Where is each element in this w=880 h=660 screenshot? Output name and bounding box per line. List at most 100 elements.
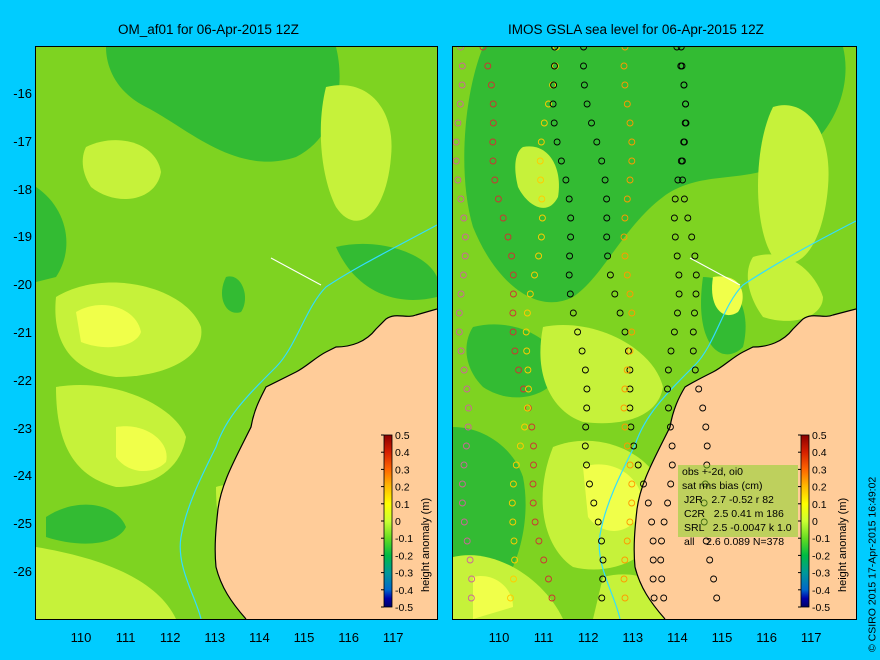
track-observation [670,328,678,336]
track-observation [691,366,699,374]
track-observation [675,290,683,298]
track-observation [628,480,636,488]
x-tick-label: 113 [622,630,644,645]
track-observation [680,81,688,89]
track-observation [695,385,703,393]
track-observation [545,575,552,583]
left-map-canvas: 0.5 0.4 0.3 0.2 0.1 0 -0.1 -0.2 -0.3 -0.4 -0.5 hei… [36,47,437,619]
track-observation [621,385,629,393]
track-observation [626,176,634,184]
track-observation [682,100,689,108]
track-observation [461,252,469,260]
track-observation [509,290,517,298]
track-observation [660,518,668,526]
track-observation [508,499,516,507]
track-observation [621,556,629,564]
track-observation [552,47,560,51]
track-observation [664,499,672,507]
x-tick-label: 117 [800,630,822,645]
track-observation [713,594,721,602]
right-land [634,309,856,619]
track-observation [660,594,668,602]
track-observation [458,62,466,70]
track-observation [664,366,672,374]
x-tick-label: 111 [533,630,554,645]
track-observation [604,252,612,260]
x-tick-label: 113 [204,630,226,645]
x-tick-label: 117 [382,630,404,645]
track-observation [626,461,634,469]
track-observation [623,271,631,279]
track-observation [650,594,658,602]
x-tick-label: 110 [488,630,510,645]
track-observation [545,100,552,108]
stats-subheading: sat rms bias (cm) [682,480,763,492]
track-observation [487,81,495,89]
track-observation [583,385,591,393]
x-tick-label: 115 [293,630,315,645]
y-tick-label: -23 [13,420,32,436]
stats-row: SRL 2.5 -0.0047 k 1.0 [684,522,792,534]
colorbar-tick-label: 0.1 [812,499,827,511]
track-observation [623,537,631,545]
track-observation [671,233,679,241]
track-observation [523,347,531,355]
track-observation [603,195,611,203]
track-observation [578,347,586,355]
x-tick-label: 112 [577,630,599,645]
track-observation [621,214,629,222]
track-observation [677,62,685,70]
track-observation [529,499,537,507]
left-isobath [179,224,437,619]
track-observation [522,328,530,336]
track-observation [509,328,517,336]
track-observation [557,157,565,165]
track-observation [537,138,545,146]
track-observation [681,119,689,127]
track-observation [590,499,598,507]
left-land [215,309,437,619]
track-observation [551,47,559,51]
track-observation [540,119,548,127]
track-observation [674,176,682,184]
track-observation [504,233,512,241]
satellite-tracks [453,47,721,602]
track-observation [680,195,688,203]
track-observation [703,442,711,450]
track-observation [658,575,666,583]
left-colorbar-label: height anomaly (m) [420,498,432,592]
track-observation [644,499,652,507]
right-colorbar-ticks: 0.5 0.4 0.3 0.2 0.1 0 -0.1 -0.2 -0.3 -0.4 -0.5 [798,430,830,614]
left-panel-title: OM_af01 for 06-Apr-2015 12Z [118,22,299,37]
track-observation [665,404,672,412]
track-observation [460,366,468,374]
track-observation [678,157,686,165]
track-observation [489,100,497,108]
track-observation [574,328,582,336]
track-observation [553,138,561,146]
track-observation [691,252,699,260]
track-observation [620,62,628,70]
right-map-panel: 0.5 0.4 0.3 0.2 0.1 0 -0.1 -0.2 -0.3 -0.4 -0.5 hei… [452,46,857,620]
track-observation [594,518,602,526]
track-observation [515,366,523,374]
track-observation [530,461,537,469]
right-isobath [598,220,856,619]
colorbar-tick-label: -0.2 [812,550,830,562]
track-observation [580,81,588,89]
colorbar-tick-label: 0.1 [395,499,410,511]
track-observation [569,309,577,317]
track-observation [509,518,517,526]
track-observation [509,271,517,279]
colorbar-tick-label: -0.2 [395,550,413,562]
colorbar-tick-label: 0 [395,516,401,528]
colorbar-tick-label: -0.1 [812,533,830,545]
track-observation [620,404,628,412]
track-observation [516,442,524,450]
track-observation [583,461,590,469]
track-observation [524,404,531,412]
right-panel-title: IMOS GSLA sea level for 06-Apr-2015 12Z [508,22,764,37]
y-tick-label: -22 [13,372,32,388]
track-observation [668,442,676,450]
colorbar-tick-label: -0.3 [395,568,413,580]
